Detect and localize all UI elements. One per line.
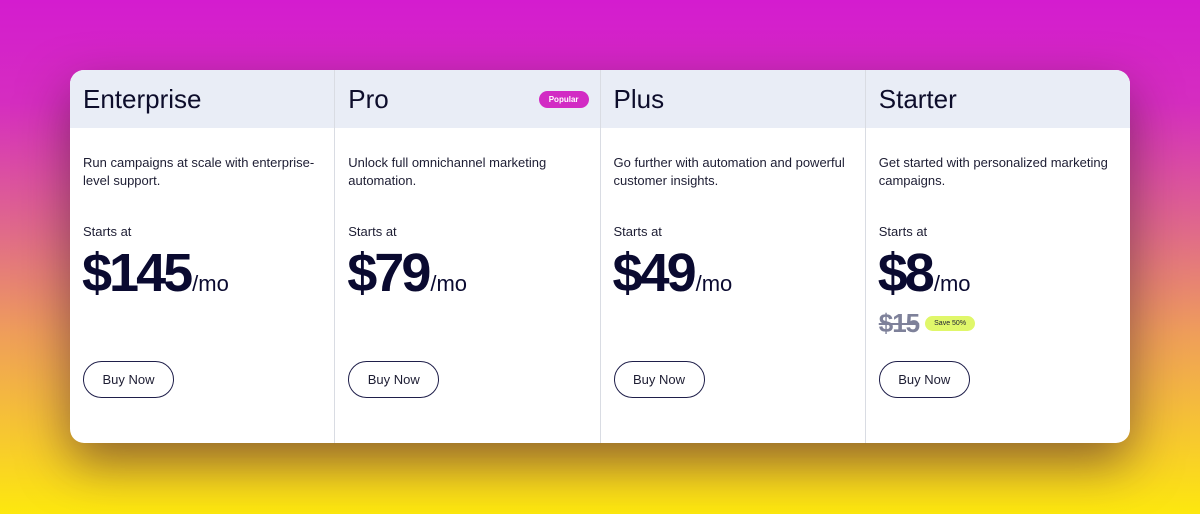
- plan-description: Unlock full omnichannel marketing automa…: [348, 155, 547, 188]
- plan-title: Starter: [878, 83, 957, 114]
- starts-at-label: Starts at: [83, 224, 132, 239]
- starts-at-label: Starts at: [348, 224, 397, 239]
- plan-title: Pro: [348, 83, 389, 114]
- plan-description: Get started with personalized marketing …: [878, 155, 1108, 188]
- discount-row: $15 Save 50%: [878, 308, 976, 339]
- plan-description: Go further with automation and powerful …: [613, 155, 845, 188]
- plan-description: Run campaigns at scale with enterprise-l…: [83, 155, 315, 188]
- price-period: /mo: [933, 271, 971, 296]
- plan-price: $49/mo: [613, 242, 733, 304]
- starts-at-label: Starts at: [613, 224, 662, 239]
- starts-at-label: Starts at: [878, 224, 928, 239]
- price-amount: $145: [82, 243, 193, 303]
- price-period: /mo: [695, 271, 733, 296]
- buy-now-button[interactable]: Buy Now: [348, 361, 440, 398]
- plan-starter: Starter Get started with personalized ma…: [864, 70, 1130, 443]
- plan-header: Plus: [600, 70, 865, 128]
- price-amount: $49: [612, 243, 697, 303]
- buy-now-button[interactable]: Buy Now: [83, 361, 174, 398]
- price-period: /mo: [192, 271, 229, 296]
- price-amount: $8: [877, 243, 935, 303]
- save-badge: Save 50%: [925, 316, 976, 331]
- popular-badge: Popular: [538, 90, 589, 108]
- price-amount: $79: [347, 243, 431, 303]
- plan-price: $8/mo: [878, 242, 971, 304]
- plan-pro: Pro Popular Unlock full omnichannel marke…: [334, 70, 600, 443]
- pricing-card: Enterprise Run campaigns at scale with e…: [70, 70, 1130, 443]
- plan-plus: Plus Go further with automation and powe…: [599, 70, 865, 443]
- plan-price: $79/mo: [347, 242, 467, 304]
- plan-title: Plus: [613, 83, 665, 114]
- plan-header: Starter: [865, 70, 1130, 128]
- buy-now-button[interactable]: Buy Now: [613, 361, 705, 398]
- plan-enterprise: Enterprise Run campaigns at scale with e…: [70, 70, 335, 443]
- buy-now-button[interactable]: Buy Now: [878, 361, 970, 398]
- plan-header: Pro Popular: [335, 70, 600, 128]
- plan-header: Enterprise: [70, 70, 335, 128]
- price-period: /mo: [430, 271, 468, 296]
- plan-title: Enterprise: [83, 83, 202, 114]
- original-price: $15: [878, 308, 920, 338]
- plan-price: $145/mo: [82, 242, 229, 304]
